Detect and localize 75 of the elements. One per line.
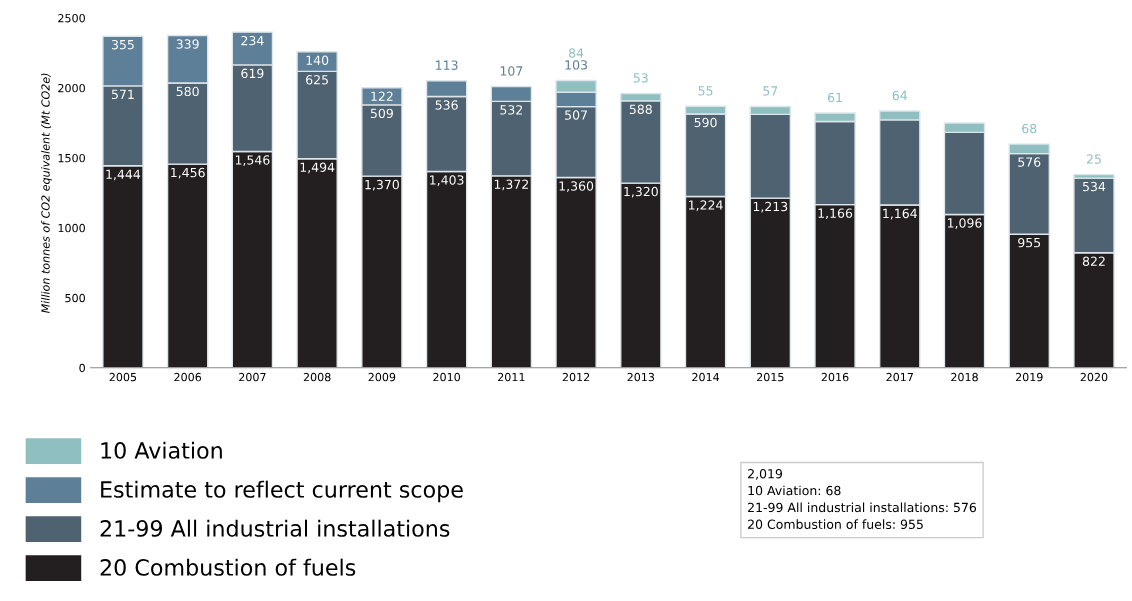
data-label: 619 xyxy=(241,68,264,79)
data-label: 822 xyxy=(1082,256,1105,266)
data-label: 590 xyxy=(694,117,717,128)
legend-label: 10 Aviation xyxy=(101,441,222,459)
data-label: 1,224 xyxy=(689,200,723,212)
data-label: 532 xyxy=(500,105,523,115)
x-tick-label: 2015 xyxy=(756,372,784,382)
data-label: 1,360 xyxy=(559,181,594,192)
x-tick-label: 2016 xyxy=(821,372,849,382)
data-label: 84 xyxy=(568,48,584,58)
data-label: 68 xyxy=(1022,123,1037,134)
data-label: 571 xyxy=(111,89,134,100)
y-tick-label: 1500 xyxy=(58,153,85,163)
data-label: 234 xyxy=(241,35,264,46)
x-tick-label: 2019 xyxy=(1015,372,1043,382)
data-label: 507 xyxy=(565,110,587,120)
data-label: 1,166 xyxy=(818,208,853,220)
legend-label: Estimate to reflect current scope xyxy=(101,480,463,503)
x-tick-label: 2020 xyxy=(1080,372,1108,382)
data-label: 1,456 xyxy=(171,167,205,179)
x-tick-label: 2011 xyxy=(498,372,525,382)
legend-label: 20 Combustion of fuels xyxy=(100,558,356,576)
text: 10 Aviation: 68 xyxy=(748,485,841,496)
data-label: 576 xyxy=(1018,157,1041,167)
data-label: 1,164 xyxy=(883,208,917,220)
data-label: 955 xyxy=(1018,237,1041,248)
x-tick-label: 2018 xyxy=(951,372,978,382)
data-label: 57 xyxy=(763,86,778,96)
data-label: 1,403 xyxy=(430,175,464,186)
text: 20 Combustion of fuels: 955 xyxy=(748,519,923,529)
x-tick-label: 2006 xyxy=(174,372,202,382)
y-tick-label: 2500 xyxy=(58,14,85,23)
x-tick-label: 2008 xyxy=(303,372,331,382)
x-tick-label: 2005 xyxy=(109,372,137,382)
y-tick-label: 500 xyxy=(65,293,85,303)
x-tick-label: 2017 xyxy=(886,372,913,382)
data-label: 580 xyxy=(176,86,199,97)
text: 2,019 xyxy=(748,469,783,480)
data-label: 1,370 xyxy=(365,179,399,191)
data-label: 103 xyxy=(565,60,588,70)
data-label: 25 xyxy=(1086,154,1101,164)
data-label: 55 xyxy=(698,86,713,96)
data-label: 1,213 xyxy=(753,201,788,213)
data-label: 625 xyxy=(306,75,328,85)
x-tick-label: 2007 xyxy=(239,372,266,382)
data-label: 588 xyxy=(629,104,652,115)
x-tick-label: 2010 xyxy=(433,372,461,382)
y-tick-label: 2000 xyxy=(58,83,85,93)
data-label: 140 xyxy=(306,55,329,65)
x-tick-label: 2014 xyxy=(692,372,720,382)
data-label: 61 xyxy=(827,92,842,103)
data-label: 107 xyxy=(500,66,523,76)
data-label: 536 xyxy=(435,100,458,110)
text: 21-99 All industrial installations: 576 xyxy=(748,502,977,513)
data-label: 53 xyxy=(633,73,648,83)
data-label: 113 xyxy=(436,60,458,70)
data-label: 1,372 xyxy=(494,179,528,191)
data-label: 1,494 xyxy=(300,162,335,174)
data-label: 64 xyxy=(892,90,908,101)
data-label: 1,546 xyxy=(235,155,270,166)
data-label: 509 xyxy=(370,108,393,119)
data-label: 1,096 xyxy=(947,218,982,229)
y-tick-label: 1000 xyxy=(58,223,85,233)
data-label: 1,444 xyxy=(106,169,141,181)
x-tick-label: 2013 xyxy=(627,372,655,382)
data-label: 534 xyxy=(1083,181,1106,192)
data-label: 355 xyxy=(111,39,134,50)
x-tick-label: 2009 xyxy=(368,372,396,382)
data-label: 1,320 xyxy=(624,186,658,198)
data-label: 122 xyxy=(371,91,393,101)
data-label: 339 xyxy=(176,39,199,49)
legend-label: 21-99 All industrial installations xyxy=(100,519,450,537)
x-tick-label: 2012 xyxy=(562,372,590,382)
y-axis-title: Million tonnes of CO2 equivalent (Mt CO2e) xyxy=(41,73,52,314)
y-tick-label: 0 xyxy=(79,363,85,373)
